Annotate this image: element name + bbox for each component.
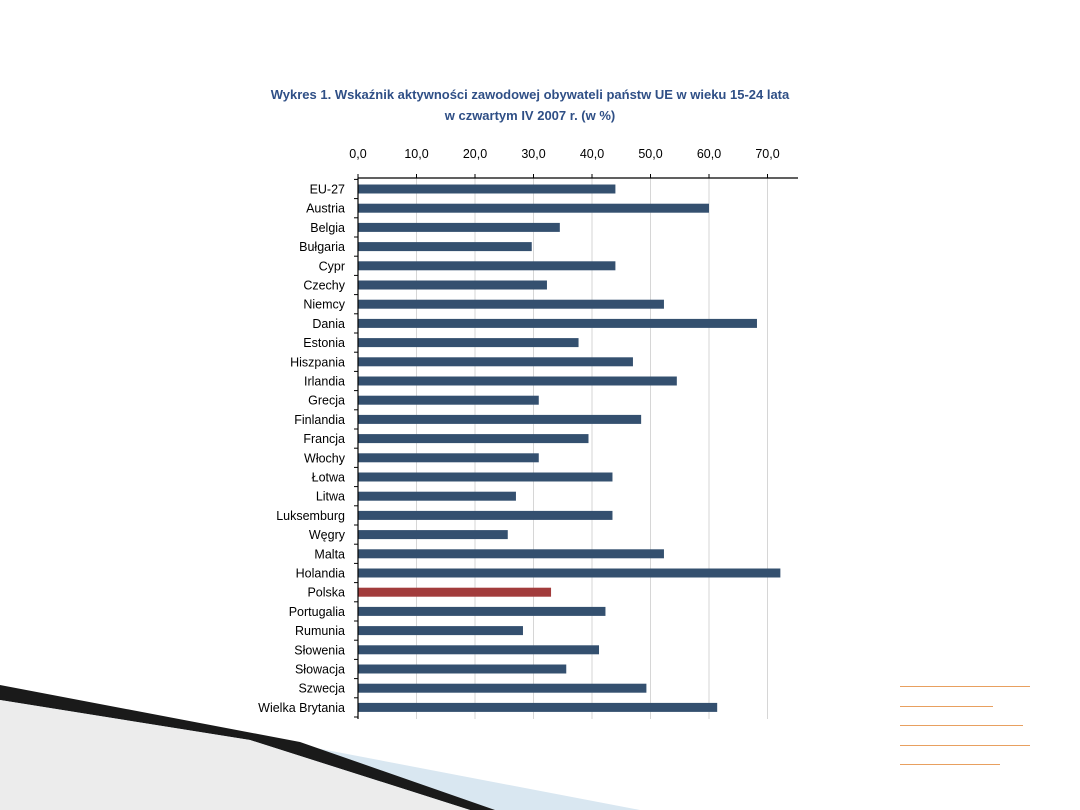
x-tick-label: 40,0 [580, 147, 604, 161]
bar-26 [358, 683, 647, 693]
category-label: Bułgaria [299, 240, 345, 254]
x-tick-label: 30,0 [521, 147, 545, 161]
category-label: Litwa [316, 490, 345, 504]
bar-16 [358, 491, 516, 501]
category-label: Cypr [319, 259, 345, 273]
swoosh-dark [0, 685, 495, 810]
slide-decoration [0, 685, 640, 810]
chart-title: Wykres 1. Wskaźnik aktywności zawodowej … [270, 87, 790, 102]
chart-bars [358, 184, 781, 712]
category-label: Austria [306, 202, 345, 216]
chart-x-ticks: 0,0 10,0 20,0 30,0 40,0 50,0 60,0 70,0 [349, 147, 780, 178]
category-label: Finlandia [294, 413, 345, 427]
accent-line [900, 745, 1030, 746]
bar-23 [358, 626, 523, 636]
category-label: Malta [314, 547, 345, 561]
bar-5 [358, 280, 547, 290]
x-tick-label: 10,0 [404, 147, 428, 161]
category-label: Polska [307, 586, 345, 600]
accent-line [900, 764, 1000, 765]
category-label: Łotwa [312, 471, 345, 485]
bar-19 [358, 549, 664, 559]
category-label: Włochy [304, 451, 346, 465]
bar-12 [358, 414, 642, 424]
category-label: Grecja [308, 394, 345, 408]
bar-1 [358, 203, 709, 213]
bar-13 [358, 434, 589, 444]
accent-line [900, 725, 1023, 726]
bar-10 [358, 376, 677, 386]
x-tick-label: 0,0 [349, 147, 366, 161]
chart-subtitle: w czwartym IV 2007 r. (w %) [444, 108, 616, 123]
bar-0 [358, 184, 616, 194]
bar-6 [358, 299, 664, 309]
x-tick-label: 20,0 [463, 147, 487, 161]
chart-category-labels: EU-27 Austria Belgia Bułgaria Cypr Czechy Niem… [258, 183, 346, 715]
x-tick-label: 50,0 [638, 147, 662, 161]
bar-24 [358, 645, 600, 655]
accent-line [900, 706, 993, 707]
bar-7 [358, 318, 757, 328]
bar-20 [358, 568, 781, 578]
category-label: Dania [312, 317, 345, 331]
chart-axes [354, 177, 798, 719]
bar-3 [358, 242, 532, 252]
category-label: Rumunia [295, 624, 345, 638]
bar-9 [358, 357, 633, 367]
category-label: Irlandia [304, 375, 345, 389]
bar-18 [358, 530, 508, 540]
bar-21 [358, 587, 552, 597]
category-label: Szwecja [298, 682, 345, 696]
category-label: Luksemburg [276, 509, 345, 523]
bar-8 [358, 338, 579, 348]
x-tick-label: 70,0 [755, 147, 779, 161]
bar-2 [358, 222, 560, 232]
bar-14 [358, 453, 539, 463]
accent-line [900, 686, 1030, 687]
bar-25 [358, 664, 567, 674]
bar-22 [358, 606, 606, 616]
category-label: Czechy [303, 279, 345, 293]
bar-27 [358, 702, 718, 712]
category-label: Holandia [296, 567, 345, 581]
category-label: Estonia [303, 336, 345, 350]
x-tick-label: 60,0 [697, 147, 721, 161]
bar-4 [358, 261, 616, 271]
bar-17 [358, 510, 613, 520]
bar-15 [358, 472, 613, 482]
category-label: Portugalia [289, 605, 345, 619]
category-label: Belgia [310, 221, 345, 235]
chart-gridlines [416, 178, 768, 719]
swoosh-hatch [0, 700, 470, 810]
category-label: Słowenia [294, 643, 345, 657]
category-label: Słowacja [295, 663, 345, 677]
bar-11 [358, 395, 539, 405]
category-label: EU-27 [310, 183, 345, 197]
category-label: Francja [303, 432, 345, 446]
category-label: Wielka Brytania [258, 701, 345, 715]
category-label: Hiszpania [290, 355, 345, 369]
category-label: Niemcy [303, 298, 345, 312]
category-label: Węgry [309, 528, 346, 542]
